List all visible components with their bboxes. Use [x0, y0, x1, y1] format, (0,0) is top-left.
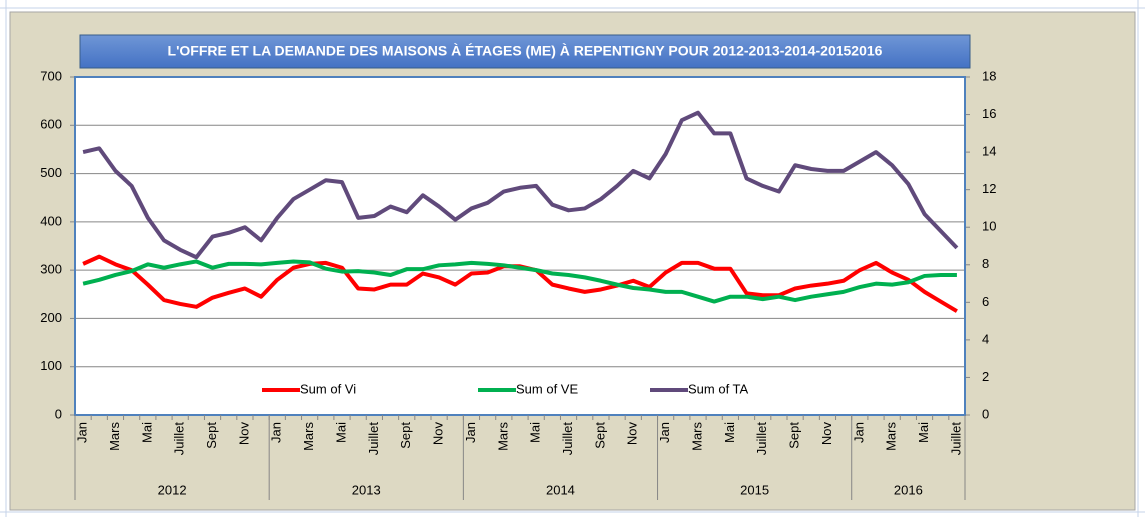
x-tick-label: Sept — [787, 422, 802, 449]
x-tick-label: Jan — [657, 422, 672, 443]
x-tick-label: Mai — [916, 422, 931, 443]
group-label: 2013 — [352, 482, 381, 497]
x-tick-label: Nov — [431, 422, 446, 446]
x-tick-label: Mai — [722, 422, 737, 443]
y-tick-label: 500 — [40, 165, 62, 180]
x-tick-label: Mars — [301, 422, 316, 451]
title-box — [79, 34, 971, 69]
y2-tick-label: 4 — [982, 331, 989, 346]
x-tick-label: Mai — [528, 422, 543, 443]
x-tick-label: Nov — [236, 422, 251, 446]
x-tick-label: Mai — [333, 422, 348, 443]
x-tick-label: Juillet — [366, 422, 381, 456]
x-tick-label: Sept — [398, 422, 413, 449]
x-tick-label: Mai — [139, 422, 154, 443]
group-label: 2012 — [158, 482, 187, 497]
x-tick-label: Mars — [495, 422, 510, 451]
x-tick-label: Juillet — [948, 422, 963, 456]
y2-tick-label: 16 — [982, 106, 996, 121]
x-tick-label: Juillet — [754, 422, 769, 456]
legend-label: Sum of VE — [516, 381, 578, 396]
x-tick-label: Sept — [592, 422, 607, 449]
x-tick-label: Nov — [625, 422, 640, 446]
y-tick-label: 600 — [40, 117, 62, 132]
series-line — [82, 259, 957, 304]
group-label: 2016 — [894, 482, 923, 497]
y-tick-label: 100 — [40, 358, 62, 373]
y2-tick-label: 8 — [982, 256, 989, 271]
y2-tick-label: 0 — [982, 406, 989, 421]
y2-tick-label: 12 — [982, 181, 996, 196]
y2-tick-label: 10 — [982, 219, 996, 234]
x-tick-label: Mars — [107, 422, 122, 451]
y-tick-label: 200 — [40, 310, 62, 325]
legend-label: Sum of Vi — [300, 381, 356, 396]
x-tick-label: Jan — [851, 422, 866, 443]
y2-tick-label: 18 — [982, 68, 996, 83]
y-tick-label: 300 — [40, 262, 62, 277]
legend-label: Sum of TA — [688, 381, 749, 396]
y-tick-label: 400 — [40, 213, 62, 228]
x-tick-label: Jan — [269, 422, 284, 443]
group-label: 2014 — [546, 482, 575, 497]
y2-tick-label: 2 — [982, 369, 989, 384]
series-line — [82, 110, 959, 260]
x-tick-label: Juillet — [560, 422, 575, 456]
plot-border — [74, 76, 966, 416]
y-tick-label: 700 — [40, 68, 62, 83]
group-label: 2015 — [740, 482, 769, 497]
chart-title: L'OFFRE ET LA DEMANDE DES MAISONS À ÉTAG… — [168, 43, 883, 59]
x-tick-label: Mars — [689, 422, 704, 451]
y-tick-label: 0 — [55, 406, 62, 421]
x-tick-label: Jan — [75, 422, 90, 443]
y2-tick-label: 14 — [982, 144, 996, 159]
x-tick-label: Jan — [463, 422, 478, 443]
x-tick-label: Juillet — [172, 422, 187, 456]
plot-area — [75, 77, 965, 415]
x-tick-label: Sept — [204, 422, 219, 449]
x-tick-label: Nov — [819, 422, 834, 446]
y2-tick-label: 6 — [982, 294, 989, 309]
x-tick-label: Mars — [884, 422, 899, 451]
